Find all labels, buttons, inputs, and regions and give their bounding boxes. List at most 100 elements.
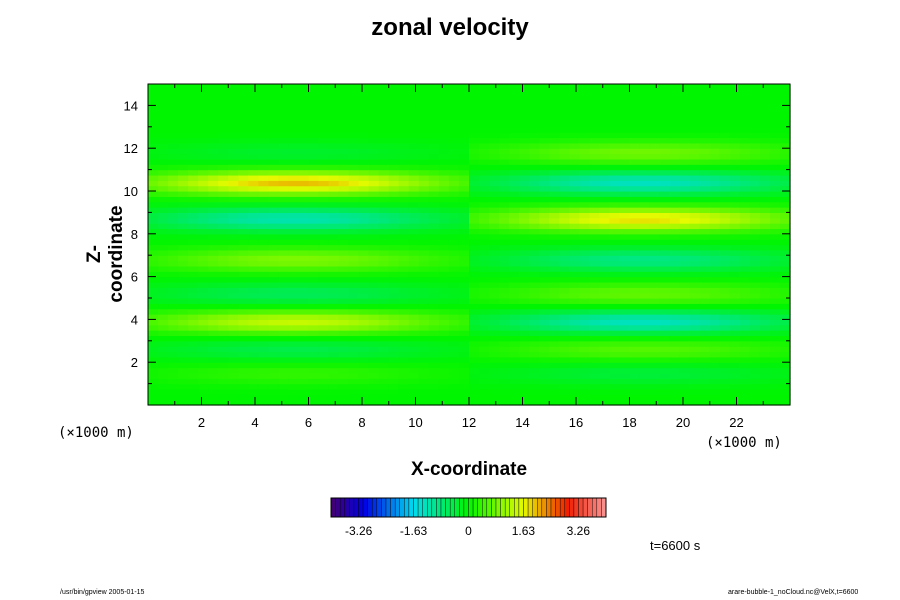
- heatmap-cell: [248, 158, 259, 165]
- heatmap-cell: [639, 94, 651, 101]
- heatmap-cell: [659, 335, 671, 342]
- heatmap-cell: [218, 212, 229, 219]
- heatmap-cell: [438, 399, 450, 406]
- heatmap-cell: [308, 84, 320, 90]
- heatmap-cell: [619, 292, 631, 299]
- heatmap-cell: [438, 281, 450, 288]
- heatmap-cell: [559, 319, 570, 326]
- heatmap-cell: [258, 281, 269, 288]
- heatmap-cell: [208, 399, 219, 406]
- z-tick-label: 14: [124, 98, 138, 113]
- colorbar-frame: [330, 497, 607, 518]
- heatmap-cell: [298, 105, 310, 112]
- heatmap-cell: [589, 265, 601, 272]
- heatmap-cell: [649, 372, 661, 379]
- heatmap-cell: [278, 116, 290, 123]
- heatmap-cell: [248, 121, 259, 128]
- heatmap-cell: [248, 153, 259, 160]
- heatmap-cell: [739, 100, 751, 106]
- heatmap-cell: [479, 255, 490, 262]
- heatmap-cell: [519, 153, 530, 160]
- heatmap-cell: [348, 287, 360, 294]
- heatmap-cell: [659, 180, 671, 187]
- heatmap-cell: [589, 399, 601, 406]
- heatmap-cell: [158, 372, 169, 379]
- heatmap-cell: [328, 281, 340, 288]
- heatmap-cell: [318, 105, 330, 112]
- heatmap-cell: [769, 239, 781, 246]
- heatmap-cell: [228, 84, 239, 90]
- heatmap-cell: [649, 110, 661, 117]
- heatmap-cell: [288, 148, 300, 155]
- heatmap-cell: [669, 394, 681, 401]
- heatmap-cell: [719, 121, 731, 128]
- heatmap-cell: [188, 185, 199, 192]
- heatmap-cell: [639, 105, 651, 112]
- heatmap-cell: [388, 169, 400, 176]
- heatmap-cell: [318, 378, 330, 385]
- heatmap-cell: [418, 388, 430, 395]
- heatmap-cell: [258, 249, 269, 256]
- heatmap-cell: [298, 174, 310, 181]
- heatmap-cell: [418, 281, 430, 288]
- heatmap-cell: [749, 335, 761, 342]
- heatmap-cell: [148, 265, 159, 272]
- heatmap-cell: [509, 228, 520, 235]
- heatmap-cell: [529, 239, 540, 246]
- heatmap-cell: [428, 84, 440, 90]
- heatmap-cell: [679, 378, 691, 385]
- heatmap-cell: [709, 174, 721, 181]
- heatmap-cell: [689, 319, 701, 326]
- heatmap-cell: [148, 153, 159, 160]
- heatmap-cell: [559, 249, 570, 256]
- heatmap-cell: [579, 158, 590, 165]
- heatmap-cell: [669, 158, 681, 165]
- heatmap-cell: [619, 308, 631, 315]
- heatmap-cell: [398, 116, 410, 123]
- heatmap-cell: [689, 383, 701, 390]
- heatmap-cell: [709, 367, 721, 374]
- heatmap-cell: [318, 185, 330, 192]
- heatmap-cell: [458, 105, 470, 112]
- heatmap-cell: [148, 89, 159, 96]
- heatmap-cell: [569, 100, 580, 106]
- heatmap-cell: [248, 110, 259, 117]
- heatmap-cell: [168, 228, 179, 235]
- colorbar-segment: [564, 497, 570, 518]
- heatmap-cell: [679, 158, 691, 165]
- heatmap-cell: [438, 180, 450, 187]
- heatmap-cell: [188, 356, 199, 363]
- heatmap-cell: [579, 212, 590, 219]
- heatmap-cell: [358, 228, 370, 235]
- heatmap-cell: [268, 383, 280, 390]
- heatmap-cell: [609, 196, 621, 203]
- heatmap-cell: [699, 137, 711, 144]
- heatmap-cell: [358, 399, 370, 406]
- heatmap-cell: [509, 346, 520, 353]
- heatmap-cell: [689, 346, 701, 353]
- heatmap-cell: [418, 180, 430, 187]
- heatmap-cell: [539, 249, 550, 256]
- heatmap-cell: [378, 378, 390, 385]
- heatmap-cell: [318, 319, 330, 326]
- heatmap-cell: [689, 362, 701, 369]
- heatmap-cell: [308, 356, 320, 363]
- heatmap-cell: [599, 292, 611, 299]
- heatmap-cell: [348, 180, 360, 187]
- heatmap-cell: [348, 346, 360, 353]
- heatmap-cell: [599, 233, 611, 240]
- heatmap-cell: [559, 180, 570, 187]
- heatmap-cell: [408, 191, 420, 197]
- heatmap-cell: [228, 233, 239, 240]
- heatmap-cell: [438, 249, 450, 256]
- heatmap-cell: [579, 207, 590, 213]
- heatmap-cell: [148, 319, 159, 326]
- heatmap-cell: [629, 378, 641, 385]
- heatmap-cell: [218, 196, 229, 203]
- heatmap-cell: [769, 276, 781, 283]
- heatmap-cell: [529, 148, 540, 155]
- heatmap-cell: [408, 153, 420, 160]
- heatmap-cell: [158, 303, 169, 310]
- heatmap-cell: [418, 244, 430, 251]
- heatmap-cell: [218, 207, 229, 213]
